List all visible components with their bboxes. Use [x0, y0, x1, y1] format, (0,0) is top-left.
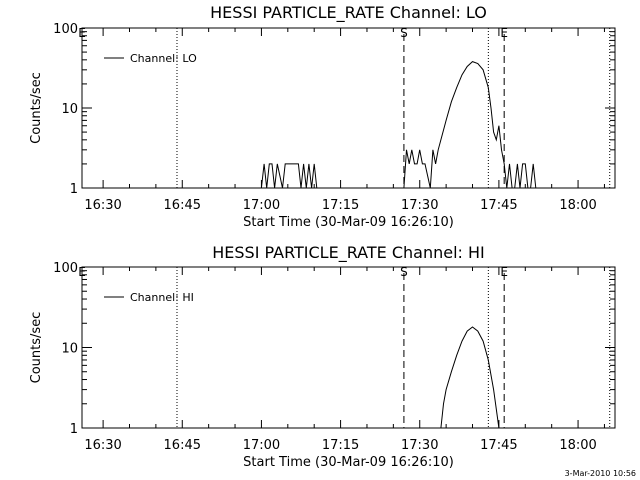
x-tick-label: 17:30	[401, 198, 438, 213]
y-tick-label: 100	[53, 261, 78, 276]
x-tick-label: 17:00	[243, 198, 280, 213]
marker-label: E	[500, 265, 508, 279]
y-tick-label: 1	[70, 182, 78, 197]
y-tick-label: 10	[61, 342, 78, 357]
legend-label: Channel: HI	[130, 291, 194, 304]
x-tick-label: 17:00	[243, 438, 280, 453]
chart-title: HESSI PARTICLE_RATE Channel: HI	[212, 243, 485, 263]
marker-label: E	[78, 26, 86, 40]
y-axis-label: Counts/sec	[29, 72, 44, 144]
marker-label: S	[400, 265, 408, 279]
panel-channel-hi: HESSI PARTICLE_RATE Channel: HI 16:30 16:4…	[29, 243, 616, 470]
chart-title: HESSI PARTICLE_RATE Channel: LO	[210, 3, 487, 23]
x-tick-label: 17:30	[401, 438, 438, 453]
timestamp-label: 3-Mar-2010 10:56	[565, 469, 636, 478]
x-tick-label: 16:45	[164, 438, 201, 453]
x-axis-label: Start Time (30-Mar-09 16:26:10)	[243, 455, 454, 470]
series-line	[440, 326, 500, 429]
panel-channel-lo: HESSI PARTICLE_RATE Channel: LO 16:30 16:4…	[29, 3, 616, 230]
y-axis-label: Counts/sec	[29, 312, 44, 384]
x-tick-label: 16:30	[84, 438, 121, 453]
y-tick-label: 100	[53, 22, 78, 37]
x-tick-label: 17:45	[480, 198, 517, 213]
series-line	[82, 61, 537, 189]
x-tick-label: 18:00	[559, 198, 596, 213]
x-tick-label: 17:45	[480, 438, 517, 453]
x-tick-label: 17:15	[322, 198, 359, 213]
y-tick-label: 1	[70, 422, 78, 437]
x-axis-label: Start Time (30-Mar-09 16:26:10)	[243, 215, 454, 230]
x-tick-label: 16:45	[164, 198, 201, 213]
marker-label: S	[400, 26, 408, 40]
x-tick-label: 17:15	[322, 438, 359, 453]
x-tick-label: 18:00	[559, 438, 596, 453]
legend-label: Channel: LO	[130, 52, 197, 65]
marker-label: E	[78, 265, 86, 279]
marker-label: E	[500, 26, 508, 40]
y-tick-label: 10	[61, 102, 78, 117]
x-tick-label: 16:30	[84, 198, 121, 213]
